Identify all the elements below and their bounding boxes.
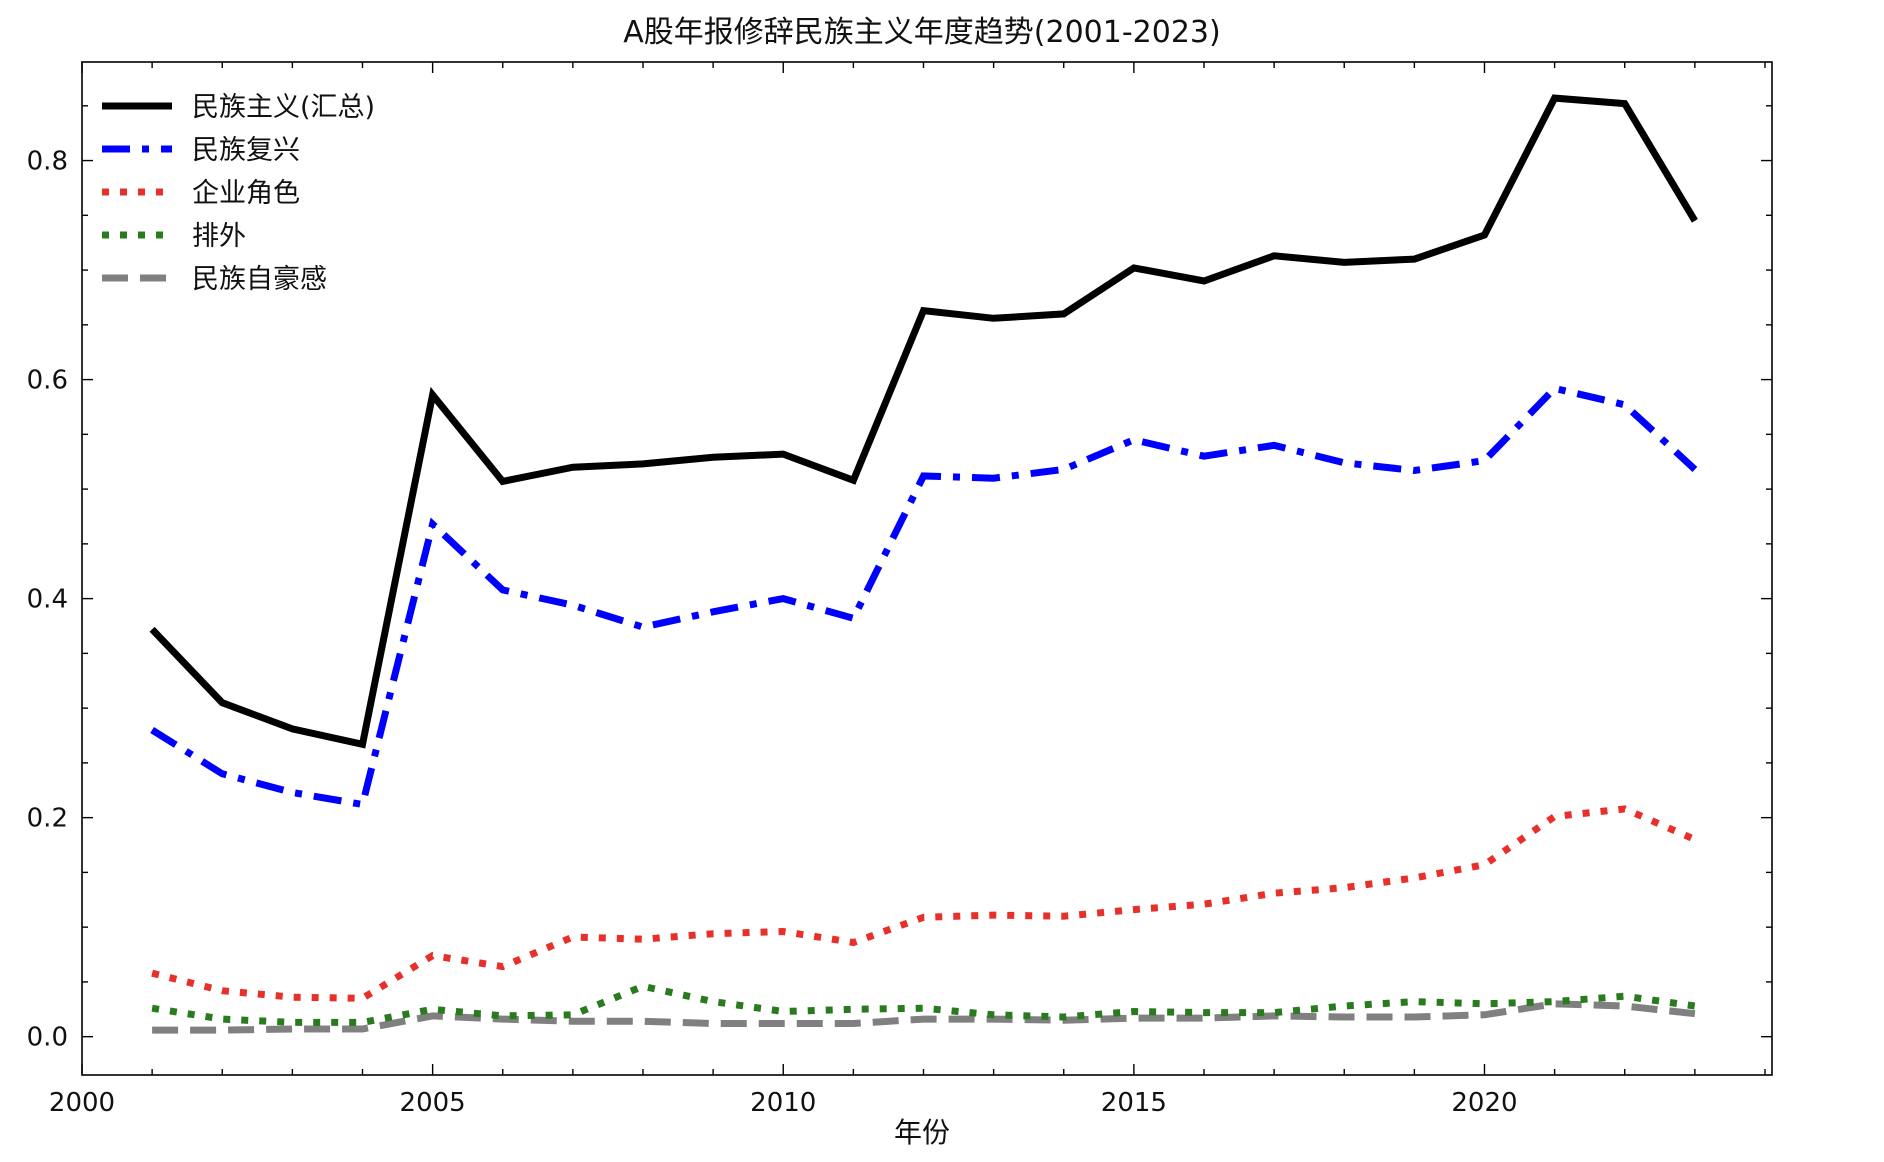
chart-title: A股年报修辞民族主义年度趋势(2001-2023) xyxy=(623,15,1220,50)
y-tick-label: 0.0 xyxy=(27,1023,68,1053)
x-tick-label: 2005 xyxy=(400,1088,466,1118)
series-lines xyxy=(149,94,1698,1034)
series-line-4 xyxy=(152,1000,1696,1034)
y-tick-label: 0.4 xyxy=(27,585,68,615)
x-tick-label: 2010 xyxy=(750,1088,816,1118)
x-axis-label: 年份 xyxy=(894,1116,950,1149)
legend-label-0: 民族主义(汇总) xyxy=(192,92,375,123)
plot-area-frame xyxy=(81,61,1773,1076)
legend-label-4: 民族自豪感 xyxy=(192,264,327,295)
series-line-3 xyxy=(151,982,1696,1026)
x-tick-label: 2020 xyxy=(1451,1088,1517,1118)
legend-label-3: 排外 xyxy=(192,221,246,252)
y-tick-label: 0.6 xyxy=(27,366,68,396)
x-tick-label: 2015 xyxy=(1101,1088,1167,1118)
series-line-2 xyxy=(151,805,1697,1002)
axis-ticks: 2000 2005 2010 2015 2020 0.0 0.2 0.4 0.6 0.8 xyxy=(27,62,1772,1118)
legend-label-2: 企业角色 xyxy=(192,178,300,209)
series-line-1 xyxy=(150,384,1698,809)
legend-label-1: 民族复兴 xyxy=(192,135,300,166)
series-line-0 xyxy=(149,94,1698,749)
x-tick-label: 2000 xyxy=(49,1088,115,1118)
y-tick-label: 0.2 xyxy=(27,804,68,834)
y-tick-label: 0.8 xyxy=(27,147,68,177)
